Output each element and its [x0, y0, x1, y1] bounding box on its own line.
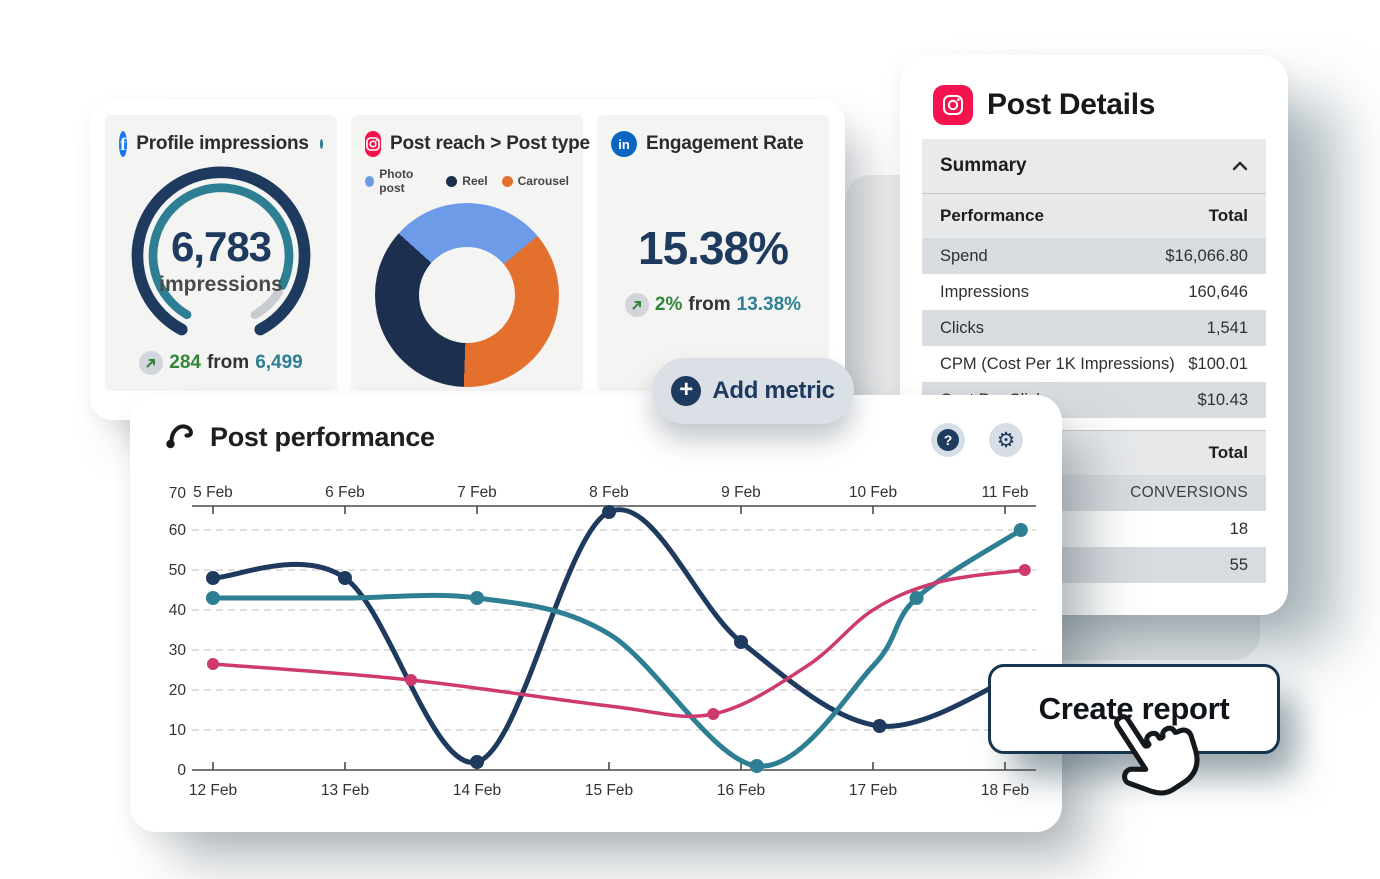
x-bottom-label: 14 Feb — [453, 782, 501, 799]
impressions-change: 284 from 6,499 — [105, 351, 337, 375]
trend-up-icon — [624, 293, 649, 317]
plus-icon: + — [671, 376, 702, 406]
series-teal-point — [1013, 523, 1028, 537]
help-icon: ? — [937, 429, 959, 451]
x-top-label: 6 Feb — [325, 484, 365, 501]
series-navy-point — [872, 719, 887, 733]
help-button[interactable]: ? — [931, 423, 965, 457]
series-navy-point — [206, 571, 220, 585]
profile-impressions-tile: f Profile impressions 6,783 impressions … — [105, 115, 337, 391]
chevron-up-icon[interactable] — [1232, 155, 1248, 177]
instagram-icon — [365, 131, 381, 157]
table-row: Spend $16,066.80 — [922, 238, 1266, 274]
legend-item: Photo post — [365, 167, 432, 195]
post-performance-card: Post performance ? ⚙ 5 Feb 6 Feb 7 Feb 8 Fe… — [130, 395, 1062, 832]
y-label: 10 — [169, 722, 187, 739]
series-navy-line — [210, 507, 1021, 765]
x-top-label: 9 Feb — [721, 484, 761, 501]
settings-button[interactable]: ⚙ — [989, 423, 1023, 457]
facebook-icon: f — [119, 131, 128, 157]
add-metric-button[interactable]: + Add metric — [652, 358, 854, 424]
y-label: 0 — [177, 762, 186, 779]
line-chart-icon — [164, 419, 196, 456]
post-details-header: Post Details — [933, 85, 1155, 125]
x-bottom-label: 12 Feb — [189, 782, 237, 799]
gauge-remainder-arc — [250, 287, 284, 320]
impressions-unit: impressions — [159, 273, 283, 296]
y-label: 70 — [169, 485, 187, 502]
legend-dot — [365, 175, 375, 187]
linkedin-icon: in — [611, 131, 637, 157]
series-navy-point — [470, 755, 484, 769]
series-teal-point — [749, 759, 764, 773]
y-label: 60 — [169, 522, 187, 539]
gauge-outer-arc — [131, 166, 311, 336]
series-pink-point — [405, 674, 417, 686]
post-performance-title: Post performance — [210, 422, 435, 452]
donut-legend: Photo post Reel Carousel — [365, 167, 569, 195]
x-bottom-label: 16 Feb — [717, 782, 765, 799]
donut-hole — [419, 247, 515, 343]
gauge-progress-arc — [148, 183, 294, 320]
summary-section-header[interactable]: Summary — [922, 139, 1266, 194]
series-navy-point — [734, 635, 748, 649]
create-report-button[interactable]: Create report — [988, 664, 1280, 754]
x-top-label: 10 Feb — [849, 484, 897, 501]
engagement-change: 2% from 13.38% — [611, 293, 815, 317]
series-teal-point — [206, 591, 220, 605]
summary-label: Summary — [940, 155, 1027, 176]
table-row: CPM (Cost Per 1K Impressions) $100.01 — [922, 346, 1266, 382]
series-navy-point — [338, 571, 352, 585]
x-bottom-label: 15 Feb — [585, 782, 633, 799]
impressions-gauge: 6,783 impressions — [119, 161, 323, 339]
tile-title: Profile impressions — [136, 133, 309, 154]
x-bottom-label: 17 Feb — [849, 782, 897, 799]
post-reach-tile: Post reach > Post type Photo post Reel C… — [351, 115, 590, 391]
table-row: Clicks 1,541 — [922, 310, 1266, 346]
engagement-rate-tile: in Engagement Rate 15.38% 2% from 13.38% — [597, 115, 829, 391]
y-label: 50 — [169, 562, 187, 579]
post-details-title: Post Details — [987, 88, 1156, 121]
y-label: 20 — [169, 682, 187, 699]
legend-dot — [446, 175, 458, 187]
engagement-value: 15.38% — [637, 222, 789, 274]
x-top-label: 11 Feb — [981, 484, 1028, 501]
performance-col-label: Performance — [940, 206, 1044, 225]
impressions-value: 6,783 — [170, 223, 272, 270]
series-pink-point — [707, 708, 720, 720]
status-dot — [319, 139, 323, 149]
total-col-label: Total — [1208, 206, 1248, 225]
post-performance-chart: 5 Feb 6 Feb 7 Feb 8 Feb 9 Feb 10 Feb 11 Feb 12 … — [169, 484, 1036, 799]
series-teal-line — [210, 527, 1024, 769]
series-navy-point — [602, 505, 616, 519]
trend-up-icon — [139, 351, 164, 375]
instagram-icon — [933, 85, 973, 125]
y-label: 40 — [169, 602, 187, 619]
legend-item: Reel — [446, 174, 488, 188]
legend-item: Carousel — [501, 174, 569, 188]
table-row: Impressions 160,646 — [922, 274, 1266, 310]
legend-dot — [501, 175, 513, 187]
post-type-donut-chart — [375, 203, 559, 387]
series-teal-point — [470, 591, 484, 605]
y-label: 30 — [169, 642, 187, 659]
tile-title: Post reach > Post type — [390, 133, 590, 154]
tile-title: Engagement Rate — [646, 133, 804, 154]
x-top-label: 7 Feb — [457, 484, 497, 501]
series-pink-point — [1018, 564, 1031, 576]
x-top-label: 5 Feb — [193, 484, 233, 501]
x-top-label: 8 Feb — [589, 484, 629, 501]
total-col-label-2: Total — [1208, 443, 1248, 462]
series-pink-point — [207, 658, 219, 670]
series-teal-point — [909, 591, 924, 605]
x-bottom-label: 13 Feb — [321, 782, 369, 799]
gear-icon: ⚙ — [996, 427, 1016, 452]
x-bottom-label: 18 Feb — [981, 782, 1029, 799]
post-details-card: Post Details Summary Performance Total S… — [900, 55, 1288, 615]
performance-header-row: Performance Total — [922, 194, 1266, 238]
